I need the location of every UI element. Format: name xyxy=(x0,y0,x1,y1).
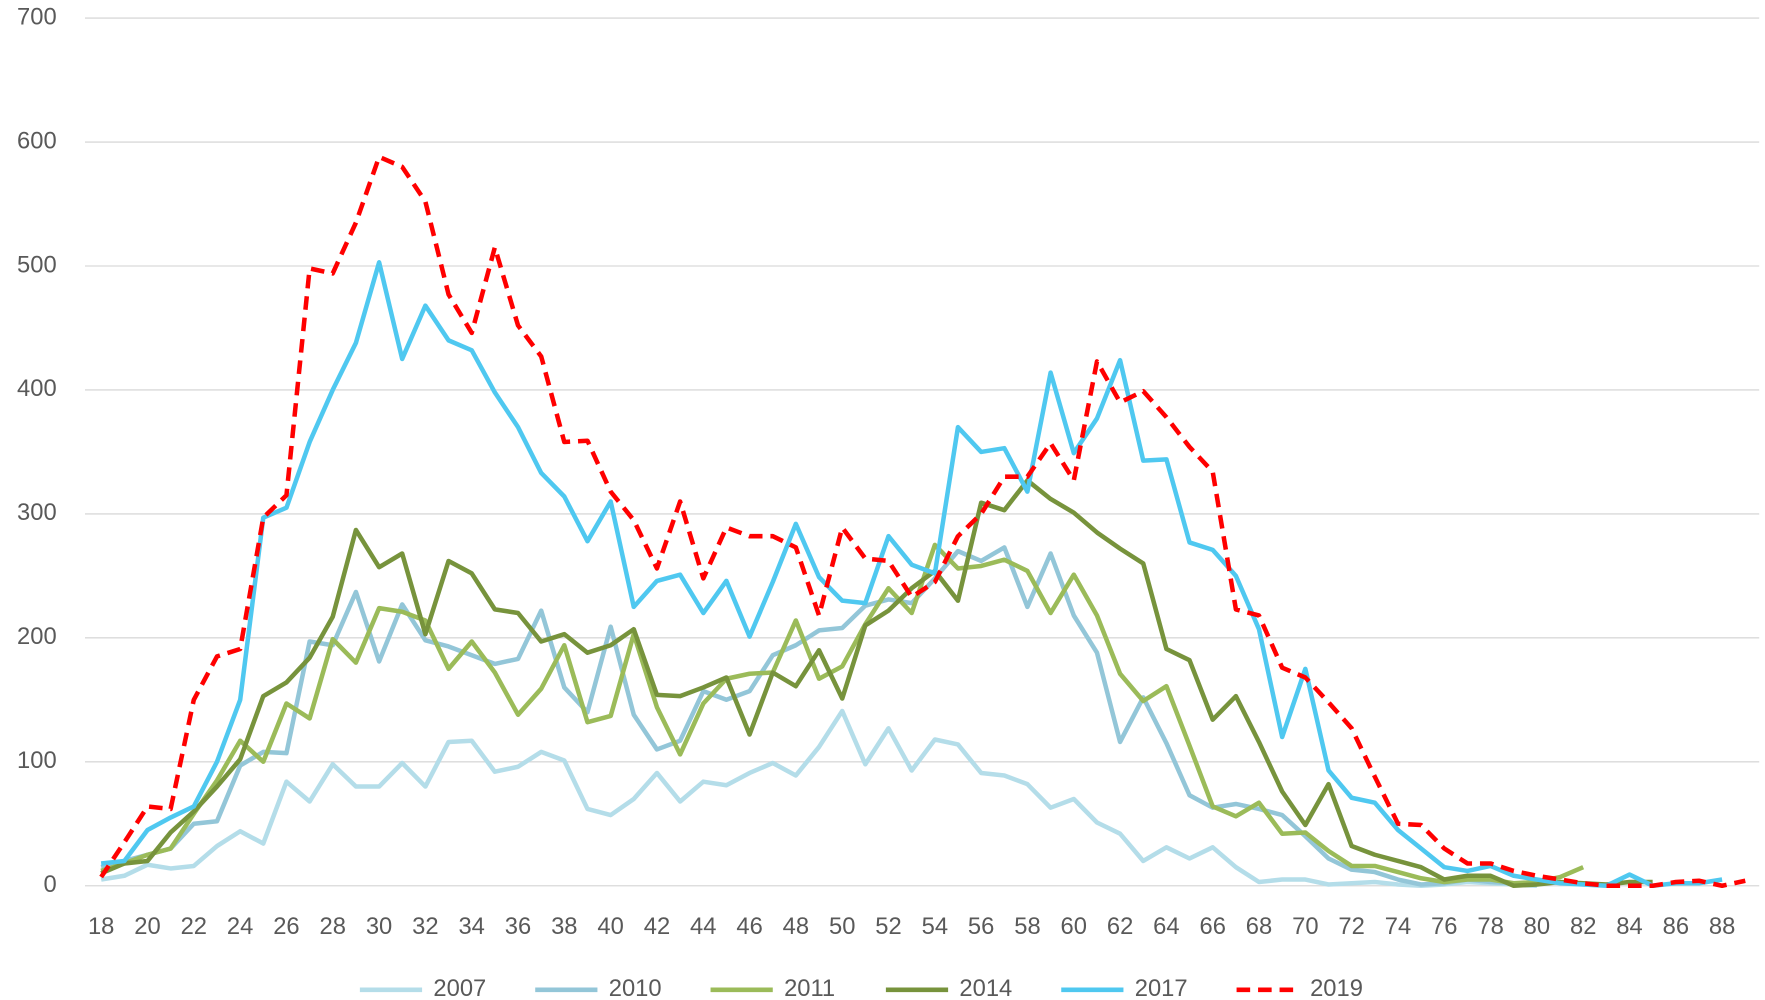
x-tick-label: 80 xyxy=(1524,913,1550,940)
x-tick-label: 26 xyxy=(273,913,299,940)
series-line xyxy=(100,708,1538,889)
x-tick-label: 20 xyxy=(134,913,160,940)
y-tick-label: 300 xyxy=(17,499,57,526)
x-tick-label: 24 xyxy=(227,913,253,940)
x-tick-label: 84 xyxy=(1616,913,1642,940)
x-tick-label: 78 xyxy=(1477,913,1503,940)
y-tick-label: 600 xyxy=(17,127,57,154)
x-tick-label: 52 xyxy=(875,913,901,940)
x-tick-label: 66 xyxy=(1199,913,1225,940)
series-line xyxy=(100,478,1653,889)
x-tick-label: 54 xyxy=(922,913,948,940)
x-tick-label: 36 xyxy=(505,913,531,940)
series-line xyxy=(100,260,1723,889)
x-tick-label: 48 xyxy=(783,913,809,940)
y-tick-label: 200 xyxy=(17,623,57,650)
legend-label: 2010 xyxy=(609,975,662,1000)
x-tick-label: 40 xyxy=(597,913,623,940)
x-tick-label: 68 xyxy=(1246,913,1272,940)
x-tick-label: 70 xyxy=(1292,913,1318,940)
x-tick-label: 18 xyxy=(88,913,114,940)
series-line xyxy=(100,542,1585,886)
x-tick-label: 46 xyxy=(736,913,762,940)
x-tick-label: 32 xyxy=(412,913,438,940)
legend-label: 2011 xyxy=(784,975,835,1000)
x-tick-label: 56 xyxy=(968,913,994,940)
legend-label: 2019 xyxy=(1310,975,1363,1000)
x-tick-label: 34 xyxy=(458,913,484,940)
x-tick-label: 88 xyxy=(1709,913,1735,940)
x-tick-label: 28 xyxy=(320,913,346,940)
x-tick-label: 64 xyxy=(1153,913,1179,940)
legend-label: 2007 xyxy=(433,975,486,1000)
y-tick-label: 0 xyxy=(43,871,56,898)
x-tick-label: 62 xyxy=(1107,913,1133,940)
x-tick-label: 22 xyxy=(181,913,207,940)
x-tick-label: 38 xyxy=(551,913,577,940)
x-tick-label: 58 xyxy=(1014,913,1040,940)
y-tick-label: 100 xyxy=(17,747,57,774)
legend-label: 2017 xyxy=(1135,975,1188,1000)
y-tick-label: 400 xyxy=(17,375,57,402)
y-tick-label: 500 xyxy=(17,251,57,278)
x-tick-label: 82 xyxy=(1570,913,1596,940)
x-tick-label: 44 xyxy=(690,913,716,940)
x-tick-label: 72 xyxy=(1338,913,1364,940)
legend-label: 2014 xyxy=(959,975,1012,1000)
x-tick-label: 42 xyxy=(644,913,670,940)
series-line xyxy=(99,154,1746,889)
series-line xyxy=(100,545,1538,887)
x-tick-label: 76 xyxy=(1431,913,1457,940)
x-tick-label: 60 xyxy=(1061,913,1087,940)
x-tick-label: 30 xyxy=(366,913,392,940)
x-tick-label: 50 xyxy=(829,913,855,940)
x-tick-label: 74 xyxy=(1385,913,1411,940)
y-tick-label: 700 xyxy=(17,3,57,30)
x-tick-label: 86 xyxy=(1663,913,1689,940)
